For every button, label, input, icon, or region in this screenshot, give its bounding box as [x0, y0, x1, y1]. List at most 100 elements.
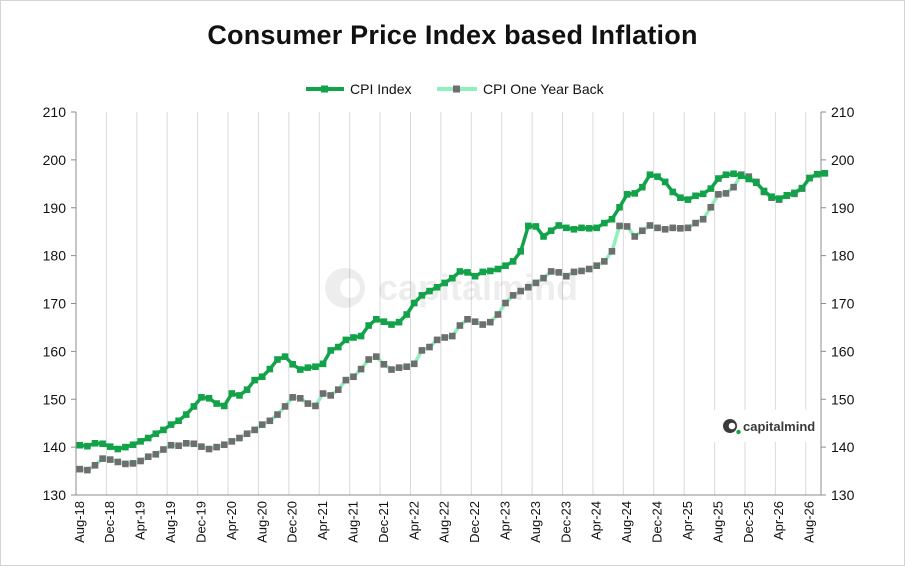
data-point-cpi-index [388, 321, 395, 328]
data-point-cpi-index [737, 172, 745, 179]
data-point-cpi-index [372, 315, 380, 323]
data-point-cpi-index [601, 219, 608, 227]
y-tick-label-right: 140 [831, 439, 855, 455]
legend-marker-cpi-index [321, 85, 328, 93]
x-tick-label: Apr-21 [315, 501, 330, 540]
x-tick-label: Apr-19 [133, 501, 148, 540]
legend-label-cpi-index: CPI Index [350, 81, 411, 97]
data-point-cpi-index [525, 222, 532, 230]
data-point-cpi-index [213, 400, 220, 407]
data-point-cpi-index [76, 441, 84, 449]
y-tick-label-left: 150 [43, 391, 67, 407]
data-point-cpi-index [144, 434, 152, 442]
data-point-cpi-one-year-back [365, 356, 372, 363]
x-tick-label: Dec-21 [376, 501, 391, 543]
data-point-cpi-index [114, 445, 122, 453]
data-point-cpi-index [760, 187, 768, 195]
y-tick-label-left: 160 [43, 343, 67, 359]
series-layer [76, 169, 829, 474]
data-point-cpi-one-year-back [570, 268, 578, 276]
data-point-cpi-one-year-back [631, 233, 639, 240]
background-watermark: capitalmind [325, 267, 578, 308]
data-point-cpi-one-year-back [692, 219, 699, 227]
data-point-cpi-one-year-back [228, 438, 236, 445]
data-point-cpi-index [266, 365, 274, 373]
data-point-cpi-index [251, 376, 258, 384]
data-point-cpi-one-year-back [509, 292, 517, 299]
data-point-cpi-index [684, 196, 692, 203]
data-point-cpi-index [532, 223, 540, 230]
data-point-cpi-one-year-back [623, 223, 631, 230]
y-tick-label-right: 160 [831, 343, 855, 359]
data-point-cpi-index [775, 195, 783, 202]
data-point-cpi-one-year-back [114, 458, 122, 466]
x-axis-labels: Aug-18 Dec-18 Apr-19 Aug-19 Dec-19 Apr-20 Aug-… [72, 501, 817, 543]
data-point-cpi-one-year-back [99, 455, 106, 462]
data-point-cpi-index [205, 394, 213, 402]
chart-title: Consumer Price Index based Inflation [207, 20, 698, 50]
data-point-cpi-index [783, 192, 791, 199]
data-point-cpi-one-year-back [699, 215, 707, 223]
data-point-cpi-index [228, 390, 236, 397]
data-point-cpi-one-year-back [137, 457, 144, 465]
legend-item-cpi-one-year-back[interactable]: CPI One Year Back [437, 81, 605, 97]
legend: CPI Index CPI One Year Back [306, 81, 605, 97]
data-point-cpi-one-year-back [84, 466, 91, 474]
data-point-cpi-one-year-back [122, 460, 129, 468]
data-point-cpi-index [304, 364, 312, 371]
data-point-cpi-index [593, 224, 601, 232]
data-point-cpi-one-year-back [357, 365, 365, 373]
data-point-cpi-one-year-back [494, 311, 502, 318]
data-point-cpi-index [608, 215, 616, 223]
data-point-cpi-one-year-back [342, 376, 350, 384]
data-point-cpi-index [813, 170, 821, 178]
data-point-cpi-index [281, 353, 289, 360]
data-point-cpi-one-year-back [281, 403, 289, 410]
data-point-cpi-index [312, 363, 319, 370]
legend-label-cpi-one-year-back: CPI One Year Back [483, 81, 605, 97]
data-point-cpi-index [365, 322, 372, 329]
data-point-cpi-index [327, 347, 334, 354]
data-point-cpi-index [357, 332, 365, 340]
data-point-cpi-one-year-back [722, 190, 730, 197]
legend-item-cpi-index[interactable]: CPI Index [306, 81, 411, 97]
data-point-cpi-index [220, 402, 228, 410]
data-point-cpi-index [631, 190, 639, 197]
data-point-cpi-one-year-back [395, 364, 403, 371]
data-point-cpi-one-year-back [547, 268, 555, 275]
x-tick-label: Aug-21 [345, 501, 360, 543]
data-point-cpi-index [768, 193, 775, 201]
data-point-cpi-index [699, 190, 707, 198]
x-tick-label: Dec-22 [467, 501, 482, 543]
data-point-cpi-index [456, 268, 464, 275]
y-tick-label-right: 200 [831, 152, 855, 168]
data-point-cpi-index [555, 222, 563, 229]
data-point-cpi-one-year-back [677, 225, 684, 232]
data-point-cpi-index [707, 185, 715, 192]
data-point-cpi-one-year-back [296, 394, 304, 402]
y-tick-label-right: 150 [831, 391, 855, 407]
data-point-cpi-index [692, 192, 699, 200]
data-point-cpi-index [487, 267, 494, 275]
data-point-cpi-one-year-back [433, 336, 441, 344]
x-tick-label: Aug-26 [802, 501, 817, 543]
data-point-cpi-index [540, 233, 547, 240]
data-point-cpi-index [426, 287, 433, 295]
x-tick-label: Dec-19 [193, 501, 208, 543]
data-point-cpi-one-year-back [152, 451, 160, 458]
data-point-cpi-one-year-back [175, 442, 182, 449]
data-point-cpi-index [563, 224, 570, 232]
data-point-cpi-index [722, 171, 730, 179]
data-point-cpi-one-year-back [106, 456, 114, 463]
data-point-cpi-one-year-back [182, 439, 190, 447]
y-tick-label-right: 210 [831, 104, 855, 120]
data-point-cpi-index [99, 440, 106, 448]
data-point-cpi-index [137, 438, 144, 445]
data-point-cpi-index [471, 272, 479, 280]
data-point-cpi-index [106, 443, 114, 450]
data-point-cpi-one-year-back [639, 227, 646, 235]
data-point-cpi-one-year-back [487, 318, 494, 326]
x-tick-label: Dec-20 [285, 501, 300, 543]
data-point-cpi-one-year-back [669, 224, 677, 232]
